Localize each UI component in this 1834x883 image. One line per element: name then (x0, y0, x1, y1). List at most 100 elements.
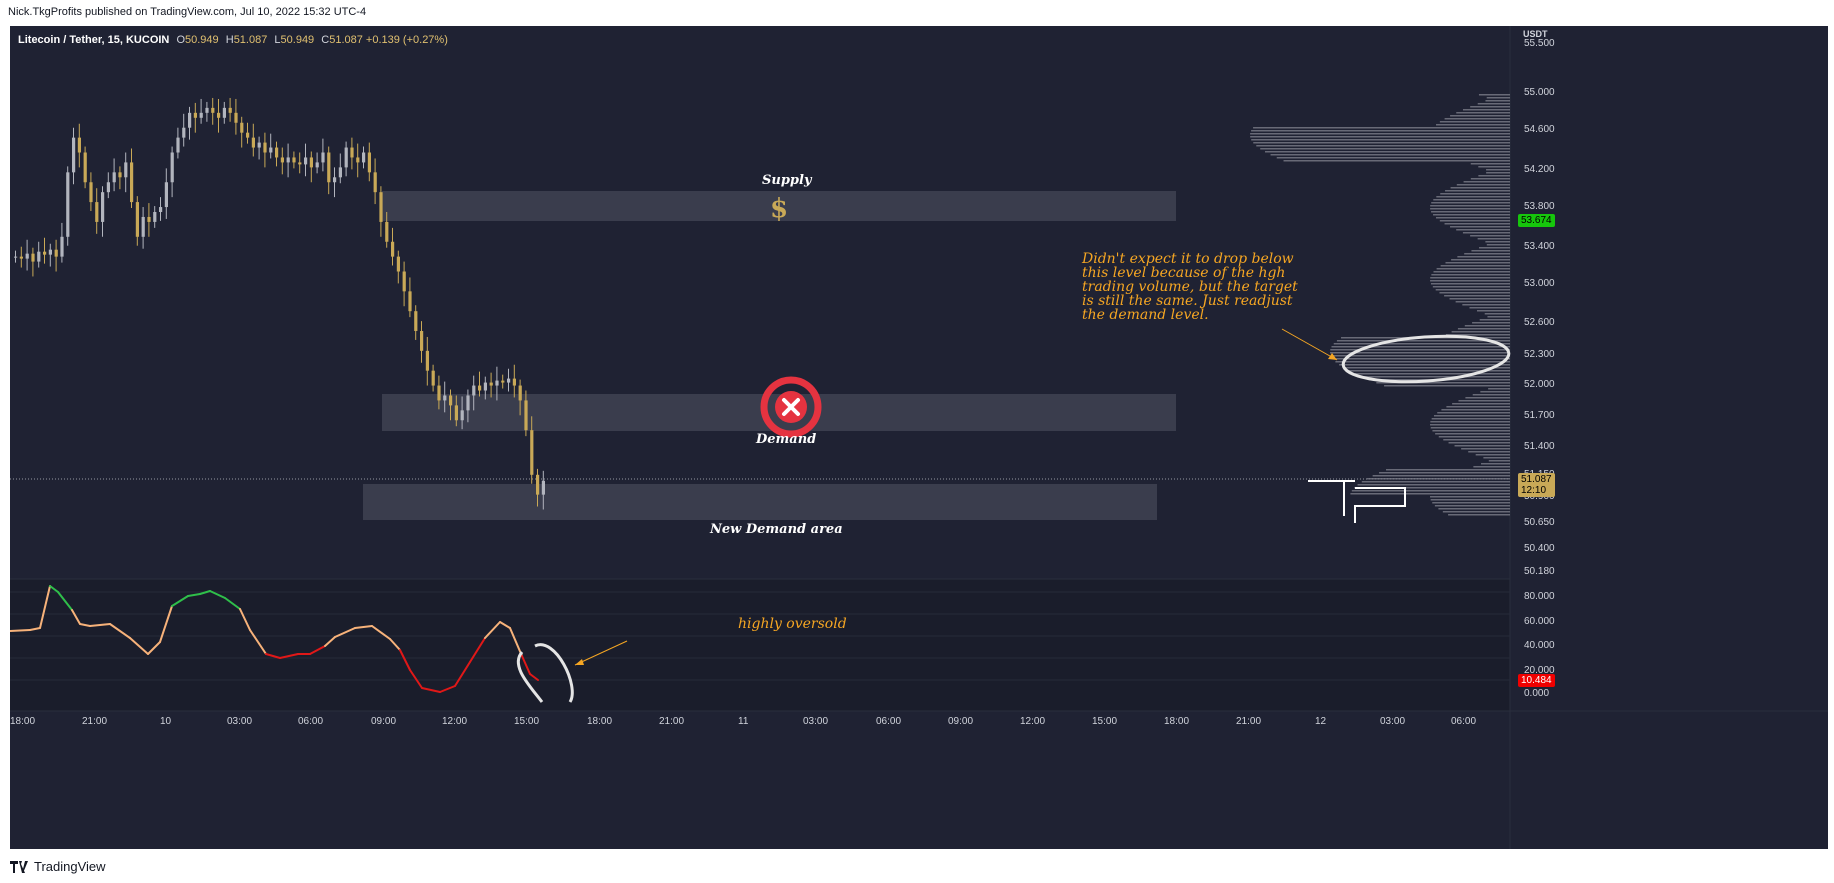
candle (60, 236, 64, 257)
volume-profile-bar (1448, 514, 1510, 516)
price-tick-label: 54.600 (1524, 124, 1555, 135)
tradingview-brand[interactable]: TradingView (10, 859, 106, 874)
volume-profile-bar (1475, 454, 1510, 456)
volume-profile-bar (1270, 154, 1510, 156)
volume-profile-bar (1332, 358, 1510, 360)
supply-zone (382, 191, 1176, 221)
price-tick-label: 50.180 (1524, 566, 1555, 577)
price-tick-label: 52.300 (1524, 349, 1555, 360)
candle (147, 216, 151, 222)
volume-profile-bar (1330, 355, 1510, 357)
volume-profile-bar (1472, 322, 1510, 324)
candle (112, 172, 116, 183)
candle (460, 410, 464, 421)
rsi-line (79, 623, 91, 627)
candle (14, 256, 18, 258)
chart-pane[interactable]: Litecoin / Tether, 15, KUCOIN O50.949 H5… (10, 26, 1828, 849)
candle (518, 385, 522, 401)
volume-profile-bar (1470, 106, 1510, 108)
candle (48, 249, 52, 255)
volume-profile-bar (1465, 397, 1510, 399)
candle (425, 350, 429, 371)
volume-profile-bar (1431, 418, 1510, 420)
volume-profile-bar (1477, 238, 1510, 240)
volume-profile-bar (1451, 259, 1510, 261)
volume-profile-bar (1433, 214, 1510, 216)
volume-profile-bar (1472, 394, 1510, 396)
new-demand-label: New Demand area (710, 522, 843, 537)
candle (222, 107, 226, 118)
volume-profile-bar (1458, 400, 1510, 402)
osc-tick-label: 60.000 (1524, 616, 1555, 627)
volume-profile-bar (1436, 124, 1510, 126)
volume-profile-bar (1431, 274, 1510, 276)
candle (43, 251, 47, 255)
volume-profile-bar (1445, 334, 1510, 336)
rsi-line (239, 608, 251, 631)
rsi-line (89, 623, 111, 627)
open-value: 50.949 (185, 34, 219, 46)
candle (524, 400, 528, 431)
volume-profile-bar (1462, 109, 1510, 111)
symbol-title: Litecoin / Tether, 15, KUCOIN (18, 34, 170, 46)
volume-profile-bar (1430, 499, 1510, 501)
volume-profile-bar (1430, 280, 1510, 282)
volume-profile-bar (1440, 265, 1510, 267)
volume-profile-bar (1484, 313, 1510, 315)
rsi-line (10, 629, 31, 632)
rsi-line (469, 637, 486, 663)
rsi-line (265, 653, 281, 659)
volume-profile-bar (1430, 277, 1510, 279)
current-price-tag: 53.674 (1518, 214, 1555, 227)
volume-profile-bar (1456, 112, 1510, 114)
volume-profile-bar (1462, 232, 1510, 234)
candle (182, 127, 186, 138)
rsi-line (279, 653, 299, 659)
chart-canvas[interactable] (10, 26, 1828, 849)
volume-profile-bar (1330, 349, 1510, 351)
candle (304, 157, 308, 165)
candle (66, 172, 70, 237)
volume-profile-bar (1469, 307, 1510, 309)
volume-profile-bar (1351, 490, 1510, 492)
supply-label: Supply (762, 173, 812, 188)
price-tick-label: 53.000 (1524, 278, 1555, 289)
volume-profile-bar (1470, 235, 1510, 237)
rsi-line (39, 585, 51, 629)
close-key: C (321, 34, 330, 46)
volume-profile-bar (1361, 481, 1510, 483)
note-line: Didn't expect it to drop below (1082, 251, 1294, 267)
candle (478, 385, 482, 391)
candle (280, 157, 284, 163)
volume-profile-bar (1449, 298, 1510, 300)
time-tick-label: 12:00 (1020, 716, 1046, 727)
rsi-line (187, 593, 201, 597)
candle (489, 382, 493, 386)
volume-profile-bar (1486, 172, 1510, 174)
volume-profile-bar (1386, 469, 1510, 471)
rsi-line (499, 621, 511, 629)
close-value: 51.087 (329, 34, 363, 46)
time-tick-label: 03:00 (803, 716, 829, 727)
volume-profile-bar (1260, 148, 1510, 150)
rsi-line (57, 591, 73, 611)
volume-profile-bar (1470, 178, 1510, 180)
volume-profile-bar (1463, 181, 1510, 183)
rsi-line (421, 687, 441, 693)
osc-tick-label: 20.000 (1524, 665, 1555, 676)
volume-profile-bar (1486, 97, 1510, 99)
currency-label: USDT (1523, 29, 1548, 39)
candle (443, 395, 447, 401)
time-tick-label: 06:00 (876, 716, 902, 727)
candle (217, 112, 221, 118)
volume-profile-bar (1433, 271, 1510, 273)
volume-profile-bar (1462, 304, 1510, 306)
rsi-line (224, 597, 241, 610)
volume-profile-bar (1433, 199, 1510, 201)
volume-profile-bar (1479, 247, 1510, 249)
volume-profile-bar (1488, 460, 1510, 462)
rsi-line (129, 637, 149, 655)
volume-profile-bar (1251, 139, 1510, 141)
price-tick-label: 52.600 (1524, 317, 1555, 328)
volume-profile-bar (1430, 496, 1510, 498)
